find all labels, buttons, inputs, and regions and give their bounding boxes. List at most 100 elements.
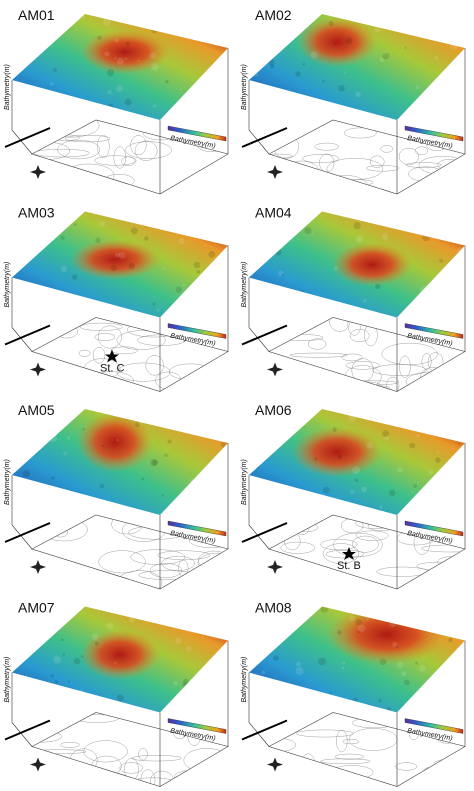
panel: Bathymetry(m)Bathymetry(m)AM04 [241,205,466,392]
contour-line [113,146,126,169]
texture [372,410,379,416]
texture [381,233,389,240]
texture [153,611,160,618]
box-edges [248,48,466,194]
contour-line [405,162,442,168]
texture [162,267,166,270]
texture [169,309,172,312]
color-bar [404,125,464,142]
texture [363,299,367,303]
station-star [342,547,356,560]
texture [165,416,168,419]
texture [69,213,76,220]
texture [186,646,192,652]
north-arrow [267,362,283,377]
texture [260,484,263,487]
texture [221,440,228,449]
texture [346,37,353,44]
texture [116,57,125,65]
texture [67,704,71,708]
texture [361,486,368,493]
texture [68,310,74,316]
contour-line [130,135,147,156]
texture [366,442,373,449]
color-bar [167,125,227,142]
texture [278,270,284,276]
contour-line [32,749,87,754]
texture [301,290,304,293]
texture [337,454,342,459]
texture [443,295,446,298]
north-arrow [267,165,283,179]
contour-line [380,145,394,153]
texture [42,498,48,504]
texture [208,250,216,258]
texture [107,103,114,110]
texture [334,266,339,271]
panel-label: AM06 [255,402,292,418]
contour-line [369,155,385,168]
texture [403,219,411,227]
texture [188,700,192,704]
scale-bar [241,719,288,741]
texture [348,414,357,422]
texture [428,469,434,475]
texture [422,233,430,242]
texture [289,308,296,314]
texture [355,91,361,98]
panel: Bathymetry(m)Bathymetry(m)AM08 [241,600,466,787]
texture [389,14,392,16]
contour-line [320,539,358,551]
texture [152,459,159,466]
scale-bar [4,127,51,148]
seamount [332,242,412,287]
texture [110,265,117,272]
texture [63,451,68,456]
texture [124,57,128,61]
north-arrow [30,362,46,377]
texture [211,409,217,412]
texture [60,235,65,240]
texture [181,26,185,30]
contour-line [277,569,322,589]
texture [295,661,301,667]
box-edges [11,48,229,194]
texture [106,622,114,630]
texture [68,114,71,117]
contour-line [119,762,143,774]
contour-line [336,730,348,753]
texture [321,301,328,309]
texture [25,487,32,494]
texture [173,681,178,686]
texture [357,624,366,633]
contour-line [92,346,106,364]
texture [144,20,149,26]
panel: Bathymetry(m)Bathymetry(m)AM07 [4,600,229,787]
panel: Bathymetry(m)Bathymetry(m)AM02 [241,7,466,195]
texture [453,94,462,103]
texture [152,104,157,108]
texture [193,261,201,269]
contour-line [381,342,438,365]
contour-line [320,758,371,764]
texture [389,620,397,628]
texture [73,223,77,226]
color-bar [404,520,464,537]
texture [61,638,64,642]
texture [265,27,269,31]
contour-line [335,384,391,392]
texture [209,608,216,615]
texture [183,690,191,698]
contour-line [157,550,211,560]
contour-line [280,541,316,554]
contour-line [321,175,369,194]
color-bar [404,718,464,734]
texture [342,661,346,665]
contour-line [60,742,80,748]
station-label: St. B [337,560,361,572]
texture [258,38,264,44]
texture [67,680,70,684]
texture [441,228,449,237]
texture [416,434,420,438]
texture [128,262,135,270]
